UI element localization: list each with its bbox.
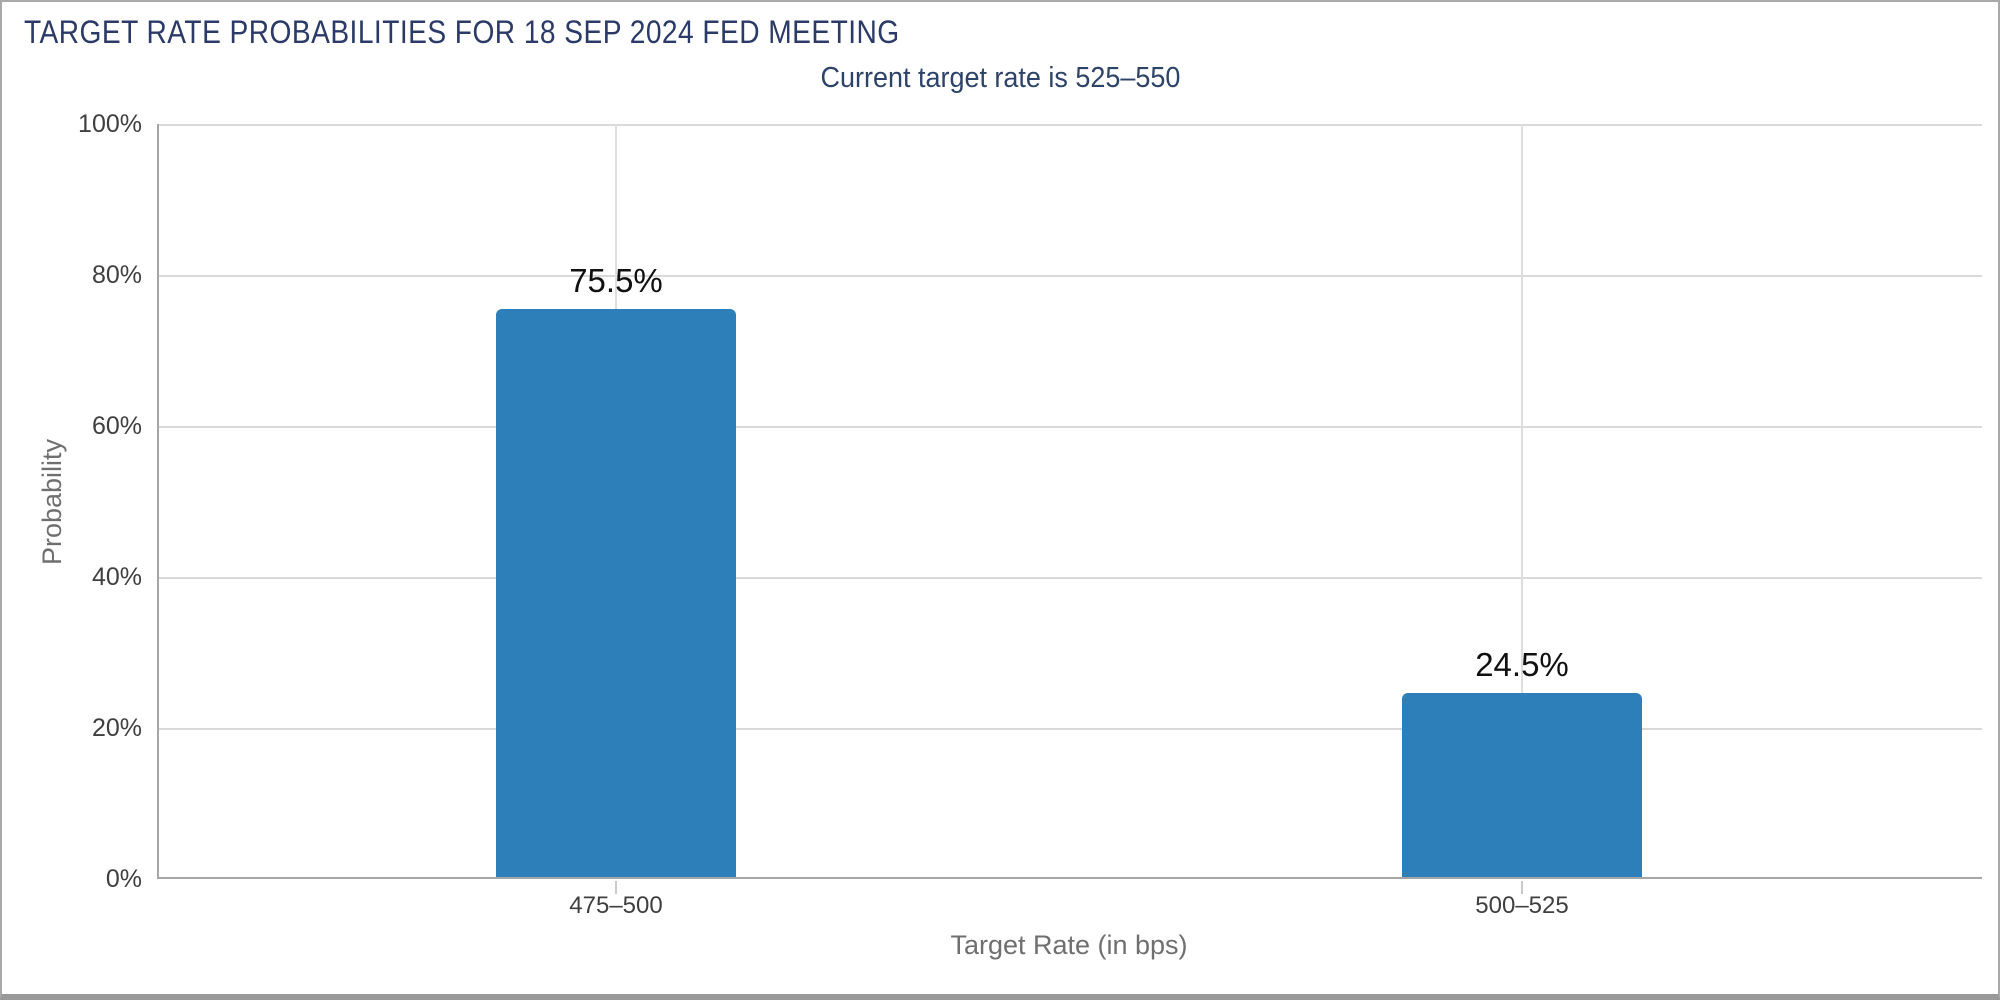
x-category-label-475-500: 475–500 bbox=[569, 892, 663, 919]
y-tick-label-40: 40% bbox=[91, 563, 142, 591]
x-tick-500-525 bbox=[1521, 881, 1523, 894]
chart-title: TARGET RATE PROBABILITIES FOR 18 SEP 202… bbox=[24, 14, 900, 50]
y-tick-label-0: 0% bbox=[105, 865, 142, 893]
x-category-label-500-525: 500–525 bbox=[1475, 892, 1569, 919]
gridline-cat-500-525 bbox=[1521, 124, 1523, 877]
gridline-80pct bbox=[159, 275, 1982, 277]
chart-subtitle-wrap: Current target rate is 525–550 bbox=[2, 62, 1998, 95]
gridline-100pct bbox=[159, 124, 1982, 126]
y-axis-title: Probability bbox=[37, 438, 67, 566]
y-tick-label-20: 20% bbox=[91, 714, 142, 742]
bar-500-525 bbox=[1402, 692, 1642, 877]
bar-475-500 bbox=[496, 308, 736, 877]
chart-subtitle: Current target rate is 525–550 bbox=[820, 62, 1180, 94]
gridline-60pct bbox=[159, 426, 1982, 428]
y-tick-label-60: 60% bbox=[91, 412, 142, 440]
bar-value-label-475-500: 75.5% bbox=[569, 261, 663, 299]
gridline-20pct bbox=[159, 728, 1982, 730]
y-tick-label-100: 100% bbox=[78, 110, 142, 138]
y-tick-label-80: 80% bbox=[91, 261, 142, 289]
gridline-40pct bbox=[159, 577, 1982, 579]
plot-area: 75.5% 24.5% bbox=[157, 124, 1982, 879]
bar-value-label-500-525: 24.5% bbox=[1475, 645, 1569, 683]
x-tick-475-500 bbox=[615, 881, 617, 894]
x-axis-title: Target Rate (in bps) bbox=[950, 930, 1188, 960]
